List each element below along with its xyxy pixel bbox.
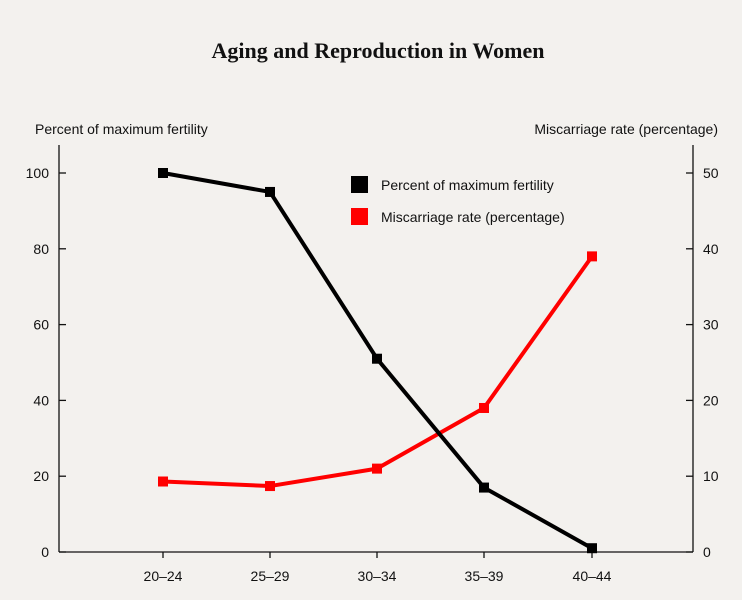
data-point-miscarriage bbox=[265, 481, 275, 492]
left-tick-label: 60 bbox=[33, 317, 49, 333]
left-tick-label: 40 bbox=[33, 392, 49, 408]
x-axis-ticks: 20–24 25–29 30–34 35–39 40–44 bbox=[144, 552, 612, 584]
legend-swatch-miscarriage bbox=[351, 208, 368, 225]
data-point-miscarriage bbox=[372, 463, 382, 474]
data-point-fertility bbox=[372, 353, 382, 364]
x-tick-label: 25–29 bbox=[251, 568, 290, 584]
right-tick-label: 30 bbox=[703, 317, 719, 333]
data-point-miscarriage bbox=[479, 402, 489, 413]
x-tick-label: 20–24 bbox=[144, 568, 183, 584]
legend-swatch-fertility bbox=[351, 176, 368, 193]
data-point-miscarriage bbox=[158, 476, 168, 487]
right-axis-ticks: 0 10 20 30 40 50 bbox=[686, 165, 719, 560]
data-point-fertility bbox=[587, 543, 597, 554]
right-tick-label: 50 bbox=[703, 165, 719, 181]
legend-label-miscarriage: Miscarriage rate (percentage) bbox=[381, 209, 565, 225]
series-line-miscarriage bbox=[162, 255, 594, 489]
right-tick-label: 10 bbox=[703, 468, 719, 484]
x-tick-label: 35–39 bbox=[465, 568, 504, 584]
right-tick-label: 40 bbox=[703, 241, 719, 257]
data-point-miscarriage bbox=[587, 251, 597, 262]
x-tick-label: 30–34 bbox=[358, 568, 397, 584]
x-tick-label: 40–44 bbox=[573, 568, 612, 584]
data-point-fertility bbox=[479, 482, 489, 493]
left-tick-label: 0 bbox=[41, 544, 49, 560]
legend-label-fertility: Percent of maximum fertility bbox=[381, 177, 554, 193]
left-tick-label: 20 bbox=[33, 468, 49, 484]
left-tick-label: 100 bbox=[26, 165, 50, 181]
series-layer bbox=[158, 168, 597, 554]
left-axis-ticks: 0 20 40 60 80 100 bbox=[26, 165, 66, 560]
legend: Percent of maximum fertility Miscarriage… bbox=[351, 176, 565, 225]
left-tick-label: 80 bbox=[33, 241, 49, 257]
chart-title: Aging and Reproduction in Women bbox=[212, 38, 545, 63]
right-tick-label: 0 bbox=[703, 544, 711, 560]
data-point-fertility bbox=[265, 186, 275, 197]
right-axis-label: Miscarriage rate (percentage) bbox=[534, 121, 718, 137]
right-tick-label: 20 bbox=[703, 392, 719, 408]
left-axis-label: Percent of maximum fertility bbox=[35, 121, 208, 137]
data-point-fertility bbox=[158, 168, 168, 178]
